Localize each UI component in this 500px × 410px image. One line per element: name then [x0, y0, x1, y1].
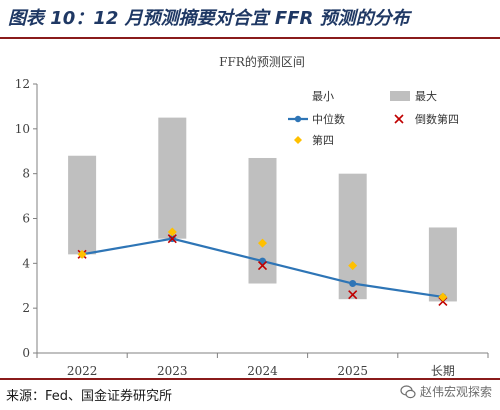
- legend-fourth-from-top-label: 倒数第四: [415, 112, 459, 126]
- x-tick-label: 2022: [67, 364, 98, 378]
- range-bar: [158, 117, 187, 239]
- legend-median-point: [294, 115, 302, 123]
- fourth-marker: [438, 292, 448, 302]
- markers: [77, 227, 448, 307]
- fourth-marker: [77, 249, 87, 259]
- legend-fourth-from-top-marker: [394, 114, 404, 124]
- fourth-marker: [348, 261, 358, 271]
- y-tick-label: 4: [22, 256, 30, 270]
- watermark-text: 赵伟宏观探索: [419, 385, 492, 399]
- fourth-from-top-marker: [257, 261, 268, 271]
- axes: 0 2 4 6 8 10 12 2022 2023 2024 2025 长期: [15, 77, 489, 378]
- legend-fourth-marker: [294, 136, 302, 144]
- range-bar: [428, 227, 457, 302]
- median-point: [349, 280, 357, 288]
- range-bar: [68, 155, 97, 255]
- y-tick-label: 2: [22, 301, 30, 315]
- fourth-from-top-marker: [348, 290, 358, 300]
- x-tick-label: 长期: [431, 364, 455, 378]
- figure-title: 图表 10：12 月预测摘要对合宜 FFR 预测的分布: [8, 8, 410, 29]
- y-tick-label: 12: [15, 77, 30, 91]
- range-bar: [338, 173, 367, 300]
- wechat-icon: [400, 384, 416, 398]
- source-note: 来源：Fed、国金证券研究所: [6, 389, 173, 404]
- watermark: 赵伟宏观探索: [400, 383, 492, 400]
- top-rule: [0, 37, 500, 39]
- bottom-rule: [0, 378, 500, 380]
- ffr-forecast-chart: FFR的预测区间 0246810122022 2023 2024 2025 长期 最小最…: [0, 40, 500, 378]
- y-tick-label: 8: [22, 167, 30, 181]
- y-tick-label: 10: [15, 122, 30, 136]
- y-tick-label: 0: [22, 346, 30, 360]
- x-tick-label: 2024: [247, 364, 278, 378]
- x-tick-label: 2023: [157, 364, 188, 378]
- legend-median-label: 中位数: [312, 112, 345, 126]
- y-tick-label: 6: [22, 212, 30, 226]
- fourth-marker: [258, 238, 267, 248]
- fourth-from-top-marker: [167, 234, 177, 244]
- legend-max-label: 最大: [415, 89, 437, 103]
- legend-min-label: 最小: [312, 90, 334, 103]
- legend-max-swatch: [390, 91, 410, 101]
- chart-title: FFR的预测区间: [219, 54, 305, 69]
- legend-fourth-label: 第四: [312, 133, 334, 147]
- x-tick-label: 2025: [337, 364, 368, 378]
- fourth-marker: [167, 227, 177, 237]
